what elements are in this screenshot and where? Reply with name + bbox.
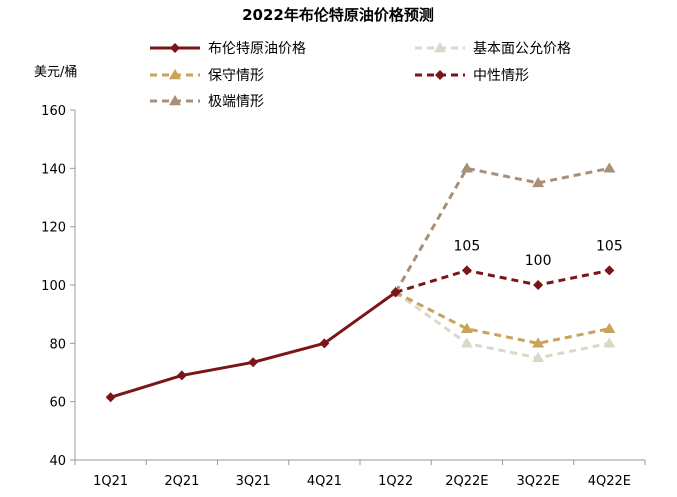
y-tick-label: 120 — [41, 221, 66, 236]
x-tick-label: 3Q21 — [236, 474, 271, 489]
legend-item-3: 保守情形 — [150, 68, 264, 84]
series-point — [460, 162, 473, 173]
x-tick-label: 2Q22E — [445, 474, 488, 489]
legend-item-1: 布伦特原油价格 — [150, 41, 306, 57]
y-axis-label: 美元/桶 — [34, 65, 77, 80]
series-point — [603, 322, 616, 333]
series-4 — [390, 265, 615, 298]
y-tick-label: 140 — [41, 162, 66, 177]
series-point — [105, 392, 116, 403]
y-tick-label: 60 — [49, 396, 66, 411]
x-tick-label: 2Q21 — [164, 474, 199, 489]
series-point — [319, 338, 330, 349]
chart-title: 2022年布伦特原油价格预测 — [242, 6, 434, 24]
series-line — [394, 166, 610, 294]
x-tick-label: 4Q21 — [307, 474, 342, 489]
y-tick-label: 160 — [41, 104, 66, 119]
series-line — [394, 290, 610, 345]
legend-swatch-marker — [169, 95, 181, 106]
series-point — [532, 351, 545, 363]
data-label: 105 — [596, 238, 623, 254]
plot-area: 105 100 105 — [105, 162, 623, 403]
x-tick-label: 3Q22E — [516, 474, 559, 489]
series-point — [604, 265, 615, 276]
series-3 — [389, 286, 616, 348]
data-label: 105 — [454, 238, 481, 254]
series-2 — [389, 286, 616, 363]
y-tick-label: 100 — [41, 279, 66, 294]
legend-swatch-marker — [170, 43, 180, 53]
series-point — [460, 322, 473, 333]
series-point — [390, 287, 401, 298]
series-point — [461, 265, 472, 276]
legend-label: 基本面公允价格 — [473, 40, 571, 57]
x-tick-label: 1Q22 — [378, 474, 413, 489]
legend-label: 布伦特原油价格 — [208, 41, 306, 57]
legend-item-5: 极端情形 — [150, 94, 264, 110]
data-label: 100 — [525, 253, 552, 269]
legend-label: 极端情形 — [208, 94, 264, 110]
legend-swatch-marker — [434, 42, 446, 53]
series-point — [532, 176, 545, 188]
y-tick-label: 80 — [49, 337, 66, 352]
axes: 40 60 80 100 120 140 160 1Q21 2Q21 3Q21 4Q21 1Q22 2Q… — [41, 104, 646, 489]
x-tick-label: 1Q21 — [93, 474, 128, 489]
series-line — [110, 291, 397, 399]
y-tick-label: 40 — [49, 454, 66, 469]
x-tick-label: 4Q22E — [588, 474, 631, 489]
legend-item-4: 中性情形 — [415, 68, 529, 84]
series-point — [603, 162, 616, 173]
series-point — [248, 357, 259, 368]
series-1 — [105, 287, 401, 403]
legend-item-2: 基本面公允价格 — [415, 40, 571, 57]
series-point — [533, 280, 544, 290]
series-line — [394, 291, 610, 360]
legend-label: 保守情形 — [208, 68, 264, 84]
legend-swatch-marker — [435, 70, 445, 80]
series-point — [532, 337, 545, 348]
series-point — [603, 337, 616, 348]
series-point — [460, 337, 473, 348]
legend-label: 中性情形 — [473, 68, 529, 84]
series-point — [176, 370, 187, 381]
series-line — [395, 268, 610, 294]
legend-swatch-marker — [169, 69, 181, 80]
